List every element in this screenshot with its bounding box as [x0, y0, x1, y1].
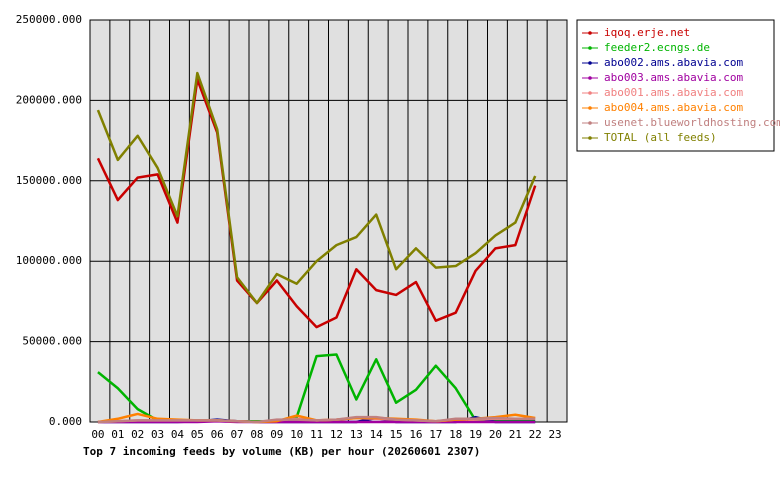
y-tick-label: 250000.000 — [16, 13, 82, 26]
series-line — [97, 415, 536, 424]
series-line — [97, 419, 536, 424]
legend-box — [576, 19, 775, 152]
legend-marker — [588, 121, 592, 125]
x-tick-label: 08 — [250, 428, 263, 441]
legend-marker — [588, 136, 592, 140]
series-line — [96, 71, 537, 305]
legend-marker — [588, 76, 592, 80]
x-tick-label: 10 — [290, 428, 303, 441]
legend-marker — [588, 46, 592, 50]
x-tick-label: 01 — [111, 428, 124, 441]
legend-label: usenet.blueworldhosting.com — [604, 116, 780, 129]
x-tick-label: 23 — [548, 428, 561, 441]
legend-label: abo004.ams.abavia.com — [604, 101, 743, 114]
x-tick-label: 17 — [429, 428, 442, 441]
x-tick-label: 06 — [211, 428, 224, 441]
chart-title: Top 7 incoming feeds by volume (KB) per … — [83, 445, 480, 458]
y-tick-label: 0.000 — [49, 415, 82, 428]
x-tick-label: 11 — [310, 428, 323, 441]
legend-marker — [588, 31, 592, 35]
x-tick-label: 18 — [449, 428, 462, 441]
series-line — [96, 78, 537, 329]
legend-label: TOTAL (all feeds) — [604, 131, 717, 144]
legend-marker — [588, 91, 592, 95]
x-tick-label: 05 — [191, 428, 204, 441]
x-tick-label: 03 — [151, 428, 164, 441]
legend-label: abo001.ams.abavia.com — [604, 86, 743, 99]
x-tick-label: 13 — [350, 428, 363, 441]
x-tick-label: 07 — [230, 428, 243, 441]
legend-label: abo002.ams.abavia.com — [604, 56, 743, 69]
legend-marker — [588, 106, 592, 110]
x-tick-label: 09 — [270, 428, 283, 441]
legend-label: abo003.ams.abavia.com — [604, 71, 743, 84]
y-tick-label: 100000.000 — [16, 254, 82, 267]
y-tick-label: 150000.000 — [16, 174, 82, 187]
x-tick-label: 21 — [509, 428, 522, 441]
x-tick-label: 22 — [529, 428, 542, 441]
x-tick-label: 14 — [370, 428, 384, 441]
x-tick-label: 02 — [131, 428, 144, 441]
legend-marker — [588, 61, 592, 65]
y-tick-label: 50000.000 — [22, 335, 82, 348]
x-tick-label: 15 — [389, 428, 402, 441]
x-tick-label: 16 — [409, 428, 422, 441]
legend-label: feeder2.ecngs.de — [604, 41, 710, 54]
x-tick-label: 12 — [330, 428, 343, 441]
x-tick-label: 00 — [91, 428, 104, 441]
x-tick-label: 04 — [171, 428, 185, 441]
x-tick-label: 19 — [469, 428, 482, 441]
y-tick-label: 200000.000 — [16, 93, 82, 106]
legend-label: iqoq.erje.net — [604, 26, 690, 39]
x-tick-label: 20 — [489, 428, 502, 441]
